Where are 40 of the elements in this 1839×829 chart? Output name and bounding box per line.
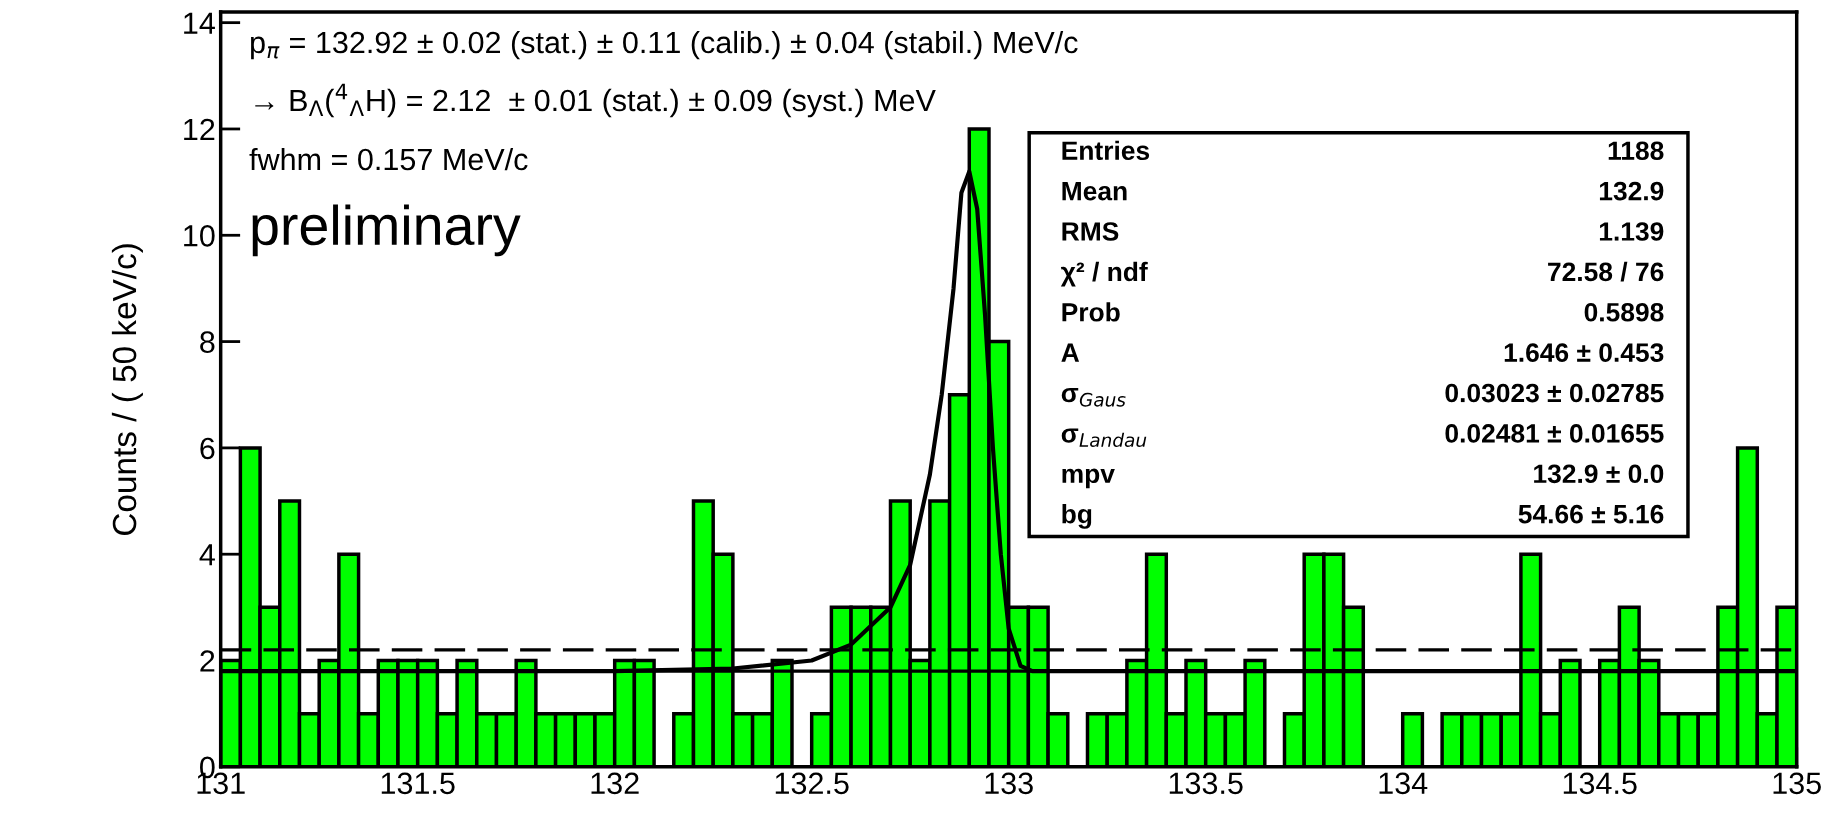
y-tick-label: 6 xyxy=(200,437,215,460)
x-tick-label: 134 xyxy=(1379,772,1428,795)
x-tick-label: 135 xyxy=(1773,772,1821,795)
annotation: preliminary xyxy=(252,204,521,257)
annotation: 1188 xyxy=(1608,141,1664,161)
annotation: p$_{π}$ = 132.92 ± 0.02 (stat.) ± 0.11 (calib.) ± 0.04 (stabil.) MeV/c xyxy=(251,30,1078,60)
y-tick-label: 10 xyxy=(184,225,215,247)
annotation: mpv xyxy=(1062,468,1115,489)
annotation: fwhm = 0.157 MeV/c xyxy=(249,147,528,171)
annotation: → B$_{Λ}$($^{4}$$_{Λ}$H) = 2.12 ± 0.01 (stat.) ± 0.09 (syst.) MeV xyxy=(255,83,936,118)
annotation: 0.02481 ± 0.01655 xyxy=(1445,424,1664,443)
annotation: 72.58 / 76 xyxy=(1548,261,1664,282)
x-tick-label: 131.5 xyxy=(381,772,455,795)
annotation: Entries xyxy=(1062,140,1150,161)
annotation: σ$_{Landau}$ xyxy=(1061,428,1147,448)
annotation: 1.139 xyxy=(1599,222,1664,241)
annotation: 54.66 ± 5.16 xyxy=(1518,504,1664,524)
x-tick-label: 134.5 xyxy=(1563,772,1637,795)
annotation: 0.03023 ± 0.02785 xyxy=(1445,383,1664,403)
annotation: Prob xyxy=(1062,302,1120,322)
annotation: χ² / ndf xyxy=(1060,261,1148,287)
annotation: 0.5898 xyxy=(1584,302,1664,322)
y-tick-label: 8 xyxy=(200,331,215,353)
x-tick-label: 132 xyxy=(591,772,639,795)
annotation: 132.9 xyxy=(1599,181,1664,201)
x-tick-label: 132.5 xyxy=(775,772,849,795)
y-tick-label: 14 xyxy=(184,12,215,34)
annotation: A xyxy=(1061,343,1080,362)
annotation: 1.646 ± 0.453 xyxy=(1504,343,1664,363)
annotation: bg xyxy=(1062,504,1092,529)
y-tick-label: 4 xyxy=(199,544,215,566)
y-axis-title: Counts / ( 50 keV/c) xyxy=(111,244,143,535)
y-tick-label: 12 xyxy=(184,118,215,141)
x-tick-label: 133 xyxy=(985,772,1033,795)
x-tick-label: 133.5 xyxy=(1169,772,1243,795)
annotation: σ$_{Gaus}$ xyxy=(1061,388,1126,407)
annotation: 132.9 ± 0.0 xyxy=(1534,464,1664,484)
y-tick-label: 2 xyxy=(200,650,215,672)
annotation: RMS xyxy=(1062,222,1119,241)
annotation: Mean xyxy=(1062,182,1127,201)
